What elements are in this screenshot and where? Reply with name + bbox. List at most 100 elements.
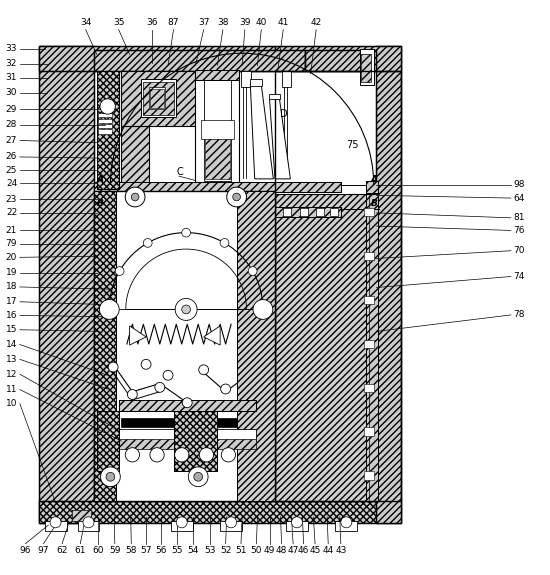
Bar bbox=[94, 50, 305, 71]
Text: 16: 16 bbox=[6, 311, 17, 320]
Bar bbox=[98, 113, 112, 117]
Circle shape bbox=[115, 267, 124, 275]
Bar bbox=[119, 400, 256, 411]
Circle shape bbox=[141, 359, 151, 369]
Bar bbox=[365, 252, 375, 260]
Text: 25: 25 bbox=[6, 166, 17, 175]
Circle shape bbox=[50, 517, 61, 528]
Text: 51: 51 bbox=[235, 546, 247, 555]
Text: 81: 81 bbox=[514, 213, 525, 223]
Circle shape bbox=[221, 384, 230, 394]
Bar bbox=[39, 46, 94, 523]
Bar bbox=[365, 340, 375, 348]
Bar bbox=[220, 520, 242, 531]
Circle shape bbox=[131, 193, 139, 201]
Text: 40: 40 bbox=[256, 18, 267, 27]
Text: 44: 44 bbox=[323, 546, 334, 555]
Bar bbox=[236, 191, 275, 501]
Bar bbox=[170, 520, 192, 531]
Text: 34: 34 bbox=[80, 18, 91, 27]
Bar bbox=[377, 46, 401, 523]
Bar bbox=[269, 94, 280, 99]
Circle shape bbox=[194, 473, 202, 481]
Text: 39: 39 bbox=[239, 18, 251, 27]
Circle shape bbox=[227, 187, 246, 207]
Bar bbox=[72, 509, 91, 520]
Bar bbox=[242, 209, 250, 216]
Text: 42: 42 bbox=[311, 18, 322, 27]
Text: 37: 37 bbox=[198, 18, 210, 27]
Text: C: C bbox=[176, 167, 183, 177]
Bar bbox=[361, 55, 371, 82]
Bar bbox=[195, 70, 239, 80]
Bar bbox=[105, 209, 113, 216]
Bar bbox=[377, 46, 401, 523]
Text: 45: 45 bbox=[309, 546, 321, 555]
Circle shape bbox=[188, 467, 208, 486]
Bar bbox=[360, 49, 374, 85]
Bar bbox=[330, 209, 338, 216]
Bar bbox=[282, 71, 292, 87]
Circle shape bbox=[163, 370, 173, 380]
Polygon shape bbox=[250, 85, 273, 179]
Bar bbox=[275, 182, 341, 192]
Bar bbox=[39, 46, 275, 71]
Bar bbox=[366, 194, 378, 501]
Text: 58: 58 bbox=[125, 546, 137, 555]
Bar bbox=[39, 46, 94, 523]
Text: 76: 76 bbox=[514, 226, 525, 235]
Text: 78: 78 bbox=[514, 310, 525, 320]
Circle shape bbox=[233, 193, 240, 201]
Polygon shape bbox=[270, 98, 290, 179]
Text: 10: 10 bbox=[6, 399, 17, 408]
Text: 36: 36 bbox=[146, 18, 157, 27]
Bar bbox=[366, 181, 378, 193]
Text: 62: 62 bbox=[57, 546, 68, 555]
Text: 23: 23 bbox=[6, 195, 17, 204]
Bar bbox=[209, 209, 217, 216]
Bar bbox=[365, 208, 375, 216]
Circle shape bbox=[101, 467, 120, 486]
Bar bbox=[94, 208, 275, 217]
Circle shape bbox=[128, 389, 138, 400]
Text: 32: 32 bbox=[6, 59, 17, 68]
Text: 35: 35 bbox=[113, 18, 124, 27]
Text: 26: 26 bbox=[6, 152, 17, 162]
Text: 14: 14 bbox=[6, 340, 17, 349]
Bar bbox=[141, 79, 176, 117]
Circle shape bbox=[253, 300, 273, 319]
Text: 61: 61 bbox=[74, 546, 86, 555]
Circle shape bbox=[182, 228, 190, 237]
Circle shape bbox=[100, 300, 119, 319]
Bar bbox=[39, 501, 401, 523]
Bar bbox=[226, 209, 234, 216]
Text: 24: 24 bbox=[6, 179, 17, 188]
Circle shape bbox=[125, 187, 145, 207]
Bar bbox=[144, 82, 173, 114]
Text: 30: 30 bbox=[6, 88, 17, 97]
Circle shape bbox=[182, 305, 190, 314]
Text: 48: 48 bbox=[276, 546, 287, 555]
Bar bbox=[98, 118, 112, 123]
Bar bbox=[149, 87, 166, 109]
Text: 17: 17 bbox=[6, 297, 17, 306]
Text: 18: 18 bbox=[6, 282, 17, 292]
Bar bbox=[122, 71, 198, 126]
Bar bbox=[256, 209, 264, 216]
Circle shape bbox=[199, 365, 208, 375]
Text: 41: 41 bbox=[278, 18, 289, 27]
Bar bbox=[241, 71, 251, 87]
Bar bbox=[286, 520, 308, 531]
Bar bbox=[155, 209, 163, 216]
Bar bbox=[305, 50, 377, 71]
Text: 19: 19 bbox=[6, 268, 17, 277]
Bar bbox=[119, 439, 256, 449]
Text: 20: 20 bbox=[6, 253, 17, 262]
Circle shape bbox=[341, 517, 352, 528]
Circle shape bbox=[226, 517, 236, 528]
Bar bbox=[94, 191, 116, 501]
Bar bbox=[97, 71, 119, 189]
Text: 46: 46 bbox=[298, 546, 309, 555]
Bar bbox=[39, 501, 401, 523]
Text: 59: 59 bbox=[109, 546, 120, 555]
